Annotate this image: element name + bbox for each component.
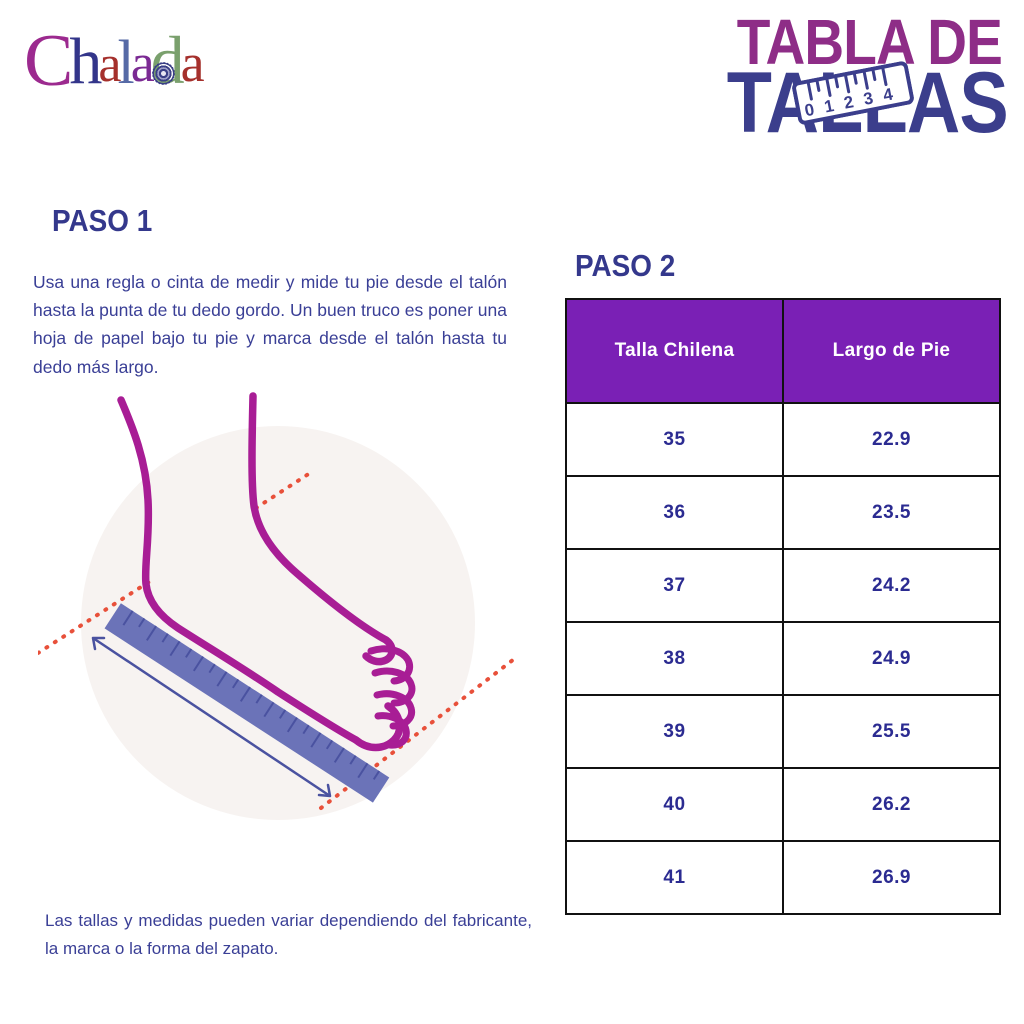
guide-line-heel [38, 576, 157, 655]
page-title-line-1: TABLA DE [736, 6, 1003, 78]
ruler-tick-label-2: 2 [842, 92, 855, 112]
cell-talla: 38 [565, 621, 784, 696]
ruler-tick-label-0: 0 [803, 100, 816, 120]
cell-largo: 24.2 [782, 548, 1001, 623]
ruler-tick-label-3: 3 [862, 88, 875, 108]
footer-disclaimer: Las tallas y medidas pueden variar depen… [45, 911, 532, 958]
column-header-largo-de-pie: Largo de Pie [782, 298, 1001, 404]
foot-measurement-illustration [38, 392, 520, 820]
logo-letter-l: l [117, 29, 134, 97]
brand-logo-wordmark: Chalad a [24, 24, 344, 98]
size-table-head: Talla Chilena Largo de Pie [565, 298, 1001, 404]
size-table-body: 35 22.9 36 23.5 37 24.2 38 24.9 39 25.5 … [565, 402, 1001, 915]
cell-largo: 22.9 [782, 402, 1001, 477]
table-row: 39 25.5 [565, 694, 1001, 769]
cell-talla: 41 [565, 840, 784, 915]
ruler-badge-icon: 0 1 2 3 4 [792, 61, 914, 125]
ruler-tick-label-1: 1 [823, 96, 836, 116]
logo-letter-a-third: a [180, 33, 205, 93]
table-row: 38 24.9 [565, 621, 1001, 696]
measurement-arrow [91, 636, 332, 798]
brand-logo: Chalad a [24, 24, 344, 104]
step2-heading: PASO 2 [575, 248, 676, 283]
table-row: 36 23.5 [565, 475, 1001, 550]
cell-talla: 37 [565, 548, 784, 623]
cell-largo: 24.9 [782, 621, 1001, 696]
ruler-tick-label-4: 4 [882, 85, 895, 106]
logo-letter-a-first: a [98, 36, 121, 93]
table-row: 35 22.9 [565, 402, 1001, 477]
foot-toes [367, 645, 416, 749]
table-row: 41 26.9 [565, 840, 1001, 915]
logo-letter-c: C [24, 20, 73, 102]
cell-talla: 40 [565, 767, 784, 842]
step1-heading: PASO 1 [52, 203, 153, 238]
cell-largo: 26.2 [782, 767, 1001, 842]
cell-talla: 36 [565, 475, 784, 550]
column-header-talla-chilena: Talla Chilena [565, 298, 784, 404]
cell-largo: 23.5 [782, 475, 1001, 550]
table-row: 40 26.2 [565, 767, 1001, 842]
logo-letter-d: d [151, 26, 185, 94]
mandala-icon [153, 64, 173, 83]
logo-letter-h: h [69, 25, 102, 98]
ruler-graphic [104, 603, 390, 803]
illustration-background-circle [81, 426, 475, 820]
size-table: Talla Chilena Largo de Pie 35 22.9 36 23… [565, 298, 1001, 915]
guide-line-ankle [254, 471, 312, 510]
table-row: 37 24.2 [565, 548, 1001, 623]
step1-body-text: Usa una regla o cinta de medir y mide tu… [33, 271, 507, 377]
page-title: TABLA DE TALLAS 0 1 2 3 4 [682, 6, 1009, 146]
cell-largo: 26.9 [782, 840, 1001, 915]
size-table-header-row: Talla Chilena Largo de Pie [565, 298, 1001, 404]
cell-talla: 35 [565, 402, 784, 477]
cell-largo: 25.5 [782, 694, 1001, 769]
logo-letter-a-second: a [130, 33, 155, 93]
cell-talla: 39 [565, 694, 784, 769]
